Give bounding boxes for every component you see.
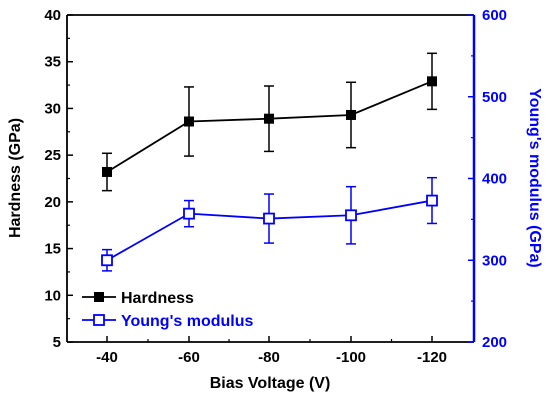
y2-tick-label: 600 (482, 7, 507, 24)
legend-item-youngs-modulus: Young's modulus (82, 313, 253, 330)
legend-label-hardness: Hardness (121, 290, 194, 307)
series-group (101, 52, 438, 272)
legend-item-hardness: Hardness (82, 290, 194, 307)
y2-tick-label: 300 (482, 252, 507, 269)
y-tick-label: 20 (44, 194, 61, 211)
x-tick-label: -60 (178, 349, 200, 366)
legend-marker-hardness (94, 292, 104, 302)
data-point-hardness (184, 116, 194, 127)
data-point-hardness (427, 76, 437, 87)
data-point-youngs-modulus (426, 194, 438, 207)
x-tick-label: -80 (258, 349, 280, 366)
x-tick-label: -40 (96, 349, 118, 366)
y-tick-label: 10 (44, 287, 61, 304)
legend: Hardness Young's modulus (82, 290, 253, 330)
legend-label-youngs-modulus: Young's modulus (121, 313, 253, 330)
y-tick-label: 40 (44, 7, 61, 24)
y-tick-label: 5 (53, 334, 61, 351)
x-axis-title: Bias Voltage (V) (210, 375, 331, 392)
data-point-hardness (102, 166, 112, 177)
right-y-ticks: 200 300 400 500 600 (468, 7, 507, 351)
y-tick-label: 30 (44, 100, 61, 117)
x-ticks: -40 -60 -80 -100 -120 (96, 336, 447, 366)
y2-tick-label: 500 (482, 89, 507, 106)
x-tick-label: -120 (417, 349, 447, 366)
x-tick-label: -100 (336, 349, 366, 366)
left-y-ticks: 5 10 15 20 25 30 35 40 (44, 7, 73, 351)
data-point-youngs-modulus (263, 212, 275, 225)
data-point-hardness (346, 109, 356, 120)
data-point-youngs-modulus (101, 254, 113, 267)
y2-tick-label: 400 (482, 171, 507, 188)
y2-tick-label: 200 (482, 334, 507, 351)
legend-marker-youngs-modulus (93, 314, 105, 326)
data-point-youngs-modulus (345, 209, 357, 222)
y-tick-label: 25 (44, 147, 61, 164)
left-y-axis-title: Hardness (GPa) (7, 118, 24, 238)
y-tick-label: 35 (44, 54, 61, 71)
data-point-youngs-modulus (183, 207, 195, 220)
data-point-hardness (264, 113, 274, 124)
right-y-axis-title: Young's modulus (GPa) (526, 88, 543, 268)
y-tick-label: 15 (44, 241, 61, 258)
